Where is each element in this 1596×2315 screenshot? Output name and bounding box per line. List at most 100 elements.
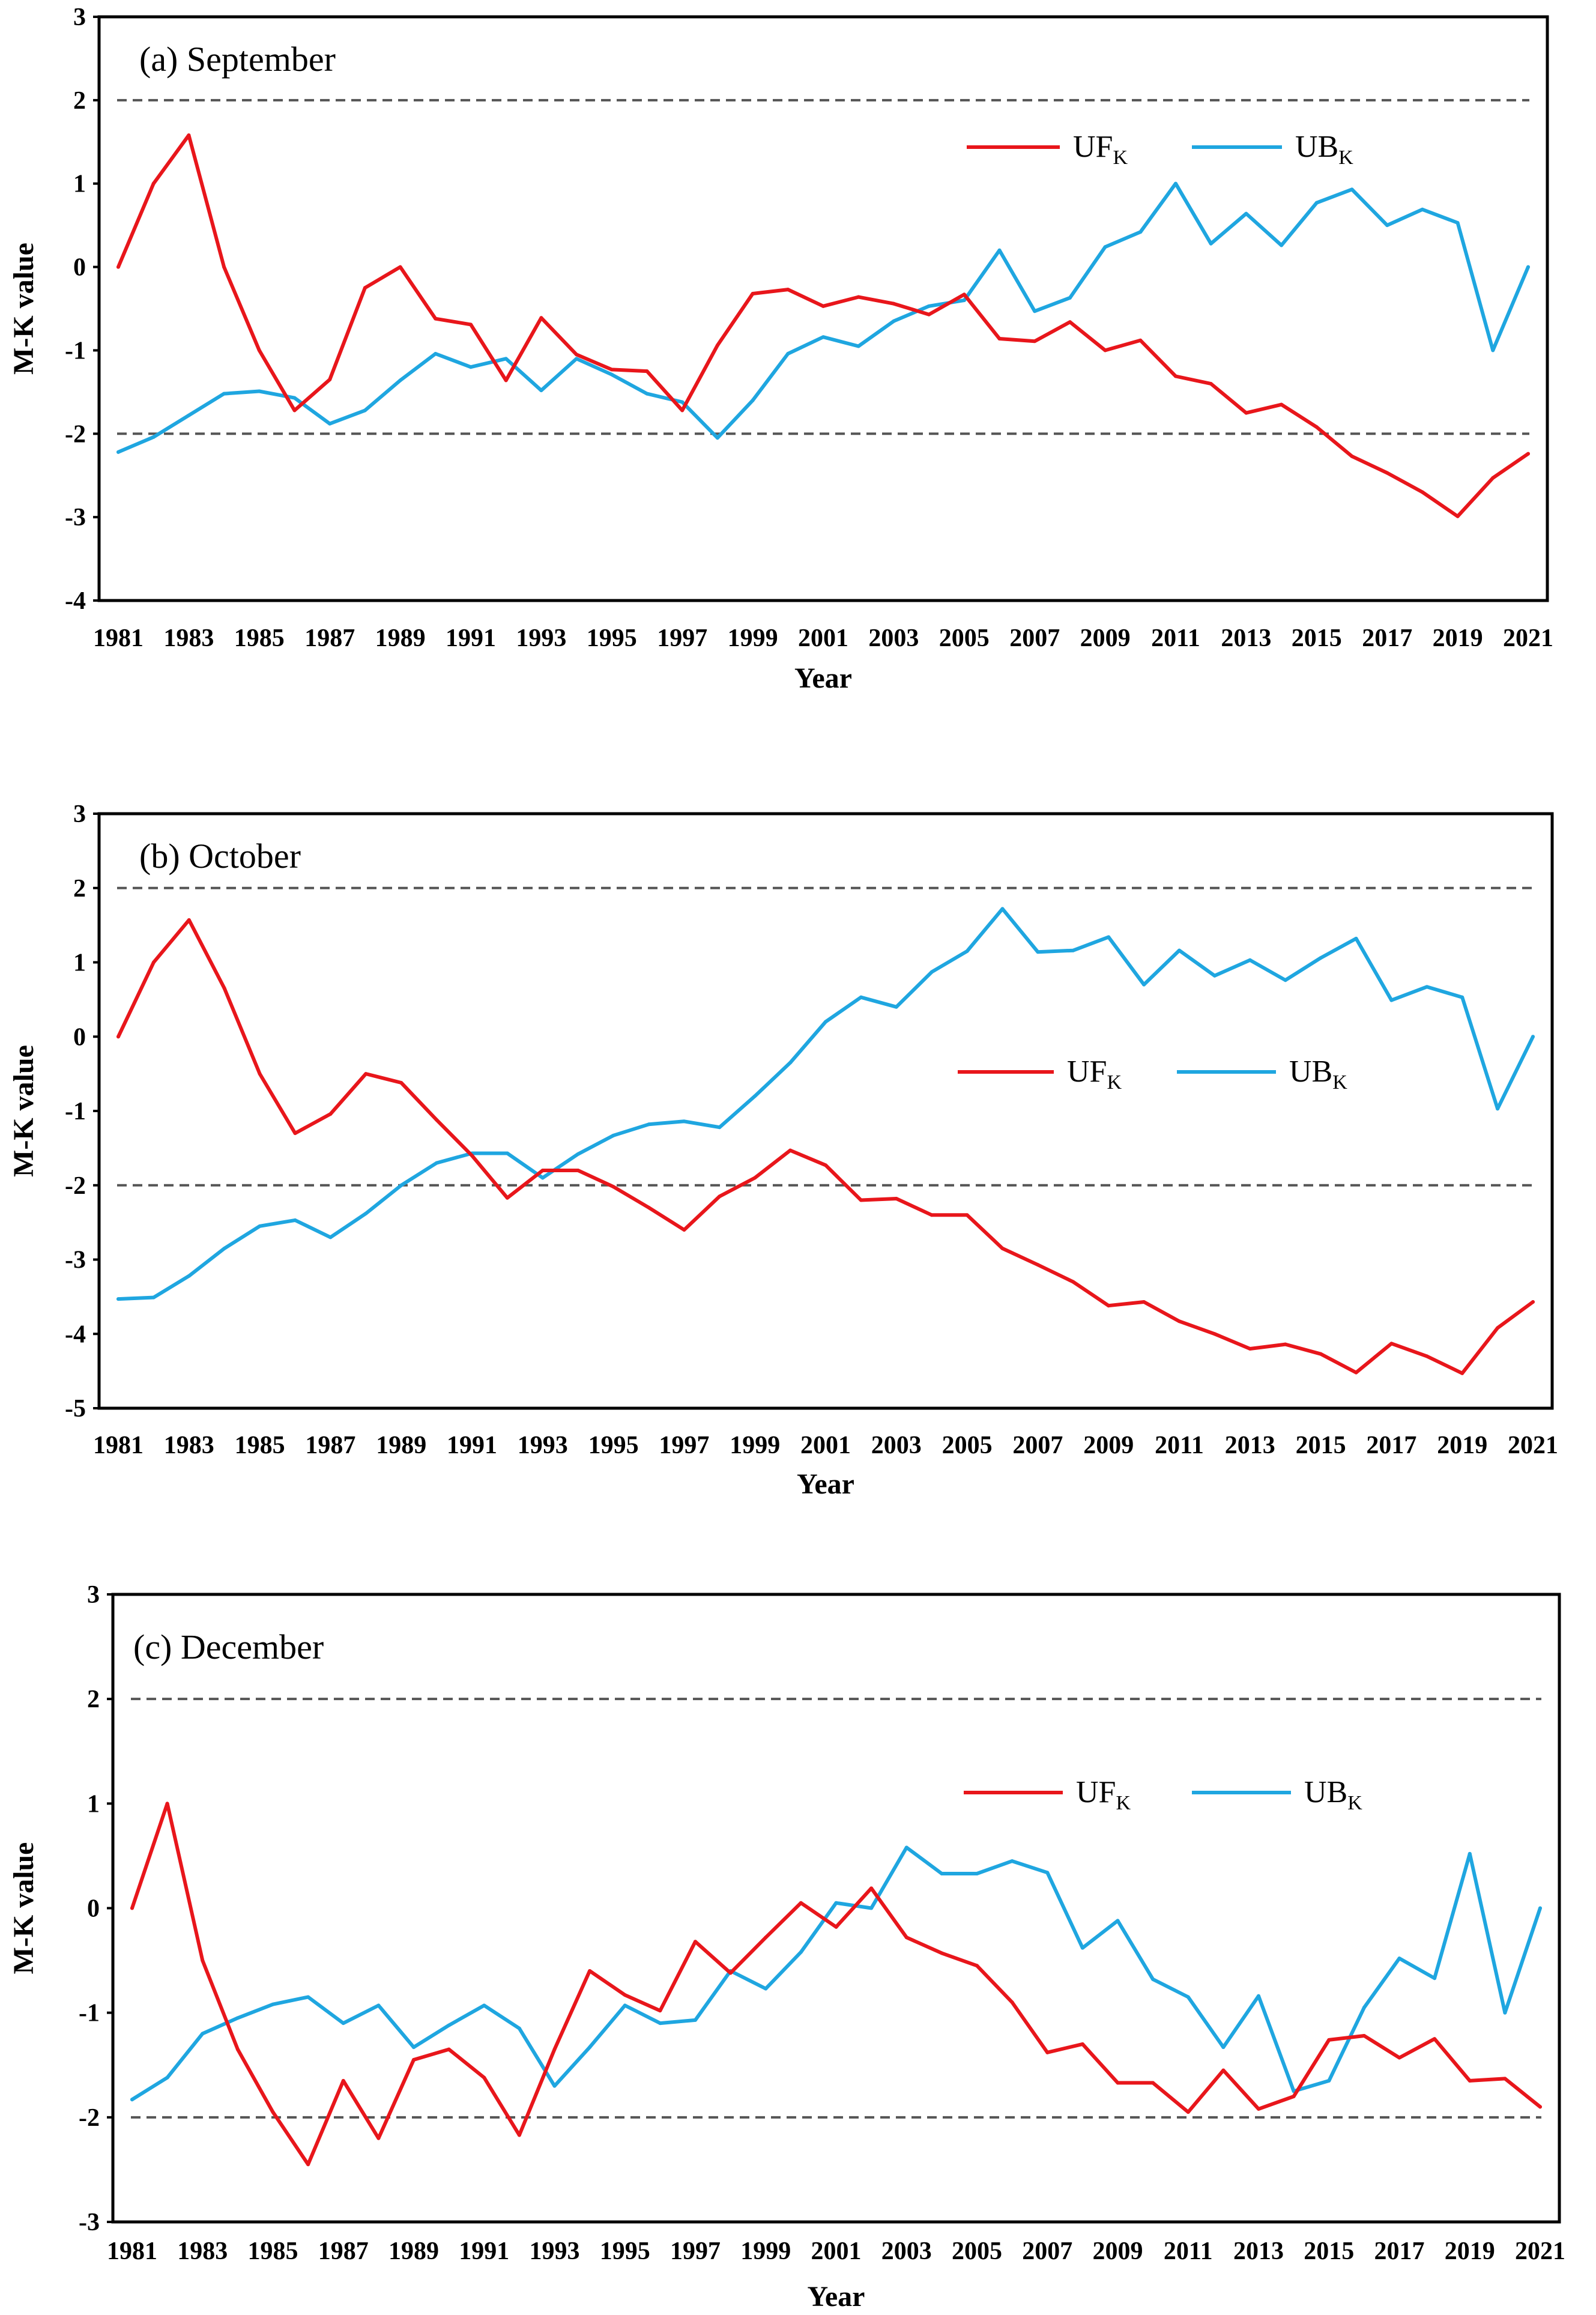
data-point-ub	[753, 1094, 757, 1098]
legend-label-text: UF	[1076, 1775, 1116, 1809]
data-point-uf	[1209, 381, 1213, 386]
data-point-uf	[892, 301, 896, 306]
data-point-uf	[1292, 2095, 1296, 2098]
data-point-uf	[1142, 1300, 1146, 1304]
x-tick-label: 2011	[1155, 1432, 1204, 1459]
data-point-ub	[1045, 1871, 1050, 1875]
data-point-uf	[1531, 1300, 1535, 1304]
data-point-ub	[1010, 1859, 1014, 1863]
data-point-ub	[306, 1995, 310, 1999]
x-tick-label: 1981	[107, 2238, 157, 2265]
data-point-uf	[869, 1886, 874, 1890]
data-point-ub	[1496, 1107, 1500, 1111]
data-point-uf	[1244, 411, 1248, 415]
y-tick-label: -2	[79, 2104, 100, 2132]
legend-label: UFK	[1067, 1055, 1122, 1094]
data-point-uf	[1526, 452, 1530, 456]
x-tick-label: 2019	[1437, 1432, 1487, 1459]
series-line-ub	[116, 907, 1535, 1301]
data-point-uf	[1174, 374, 1177, 378]
data-point-ub	[222, 392, 226, 396]
data-point-ub	[1177, 948, 1181, 952]
data-point-uf	[611, 1185, 615, 1189]
legend-label-subscript: K	[1338, 147, 1353, 169]
data-point-uf	[1496, 1326, 1500, 1330]
data-point-uf	[965, 1213, 969, 1217]
data-point-uf	[1071, 1280, 1075, 1284]
data-point-uf	[1248, 1347, 1252, 1351]
data-point-ub	[292, 396, 297, 400]
data-point-uf	[539, 316, 543, 320]
panel-title: (a) September	[139, 40, 336, 79]
data-point-uf	[435, 1118, 439, 1122]
data-point-uf	[623, 1993, 627, 1997]
data-point-uf	[151, 181, 156, 186]
data-point-ub	[540, 1176, 545, 1180]
data-point-ub	[222, 1246, 226, 1250]
data-point-uf	[552, 2047, 557, 2051]
y-tick-label: 2	[87, 1686, 100, 1713]
data-point-ub	[165, 2075, 169, 2080]
data-point-uf	[505, 1196, 509, 1200]
data-point-ub	[1319, 956, 1323, 960]
data-point-uf	[718, 1194, 722, 1199]
x-tick-label: 2007	[1012, 1432, 1063, 1459]
data-point-uf	[894, 1197, 898, 1201]
x-tick-label: 1987	[318, 2238, 369, 2265]
data-point-uf	[187, 918, 191, 922]
data-point-ub	[1327, 2078, 1331, 2083]
data-point-ub	[399, 1183, 404, 1187]
data-point-ub	[786, 351, 790, 356]
data-point-uf	[1389, 1342, 1394, 1346]
data-point-ub	[940, 1872, 944, 1876]
data-point-uf	[1045, 2050, 1050, 2054]
y-tick-label: 3	[73, 800, 86, 828]
x-tick-label: 1991	[459, 2238, 509, 2265]
data-point-uf	[1068, 320, 1072, 324]
data-point-ub	[1036, 950, 1040, 954]
plot-frame	[111, 1593, 1561, 2224]
x-tick-label: 2017	[1362, 625, 1412, 652]
data-point-ub	[1138, 230, 1143, 234]
data-point-ub	[929, 970, 934, 974]
x-axis-label: Year	[794, 662, 852, 694]
legend-label-subscript: K	[1107, 1071, 1122, 1094]
legend-item-uf: UFK	[967, 130, 1128, 169]
data-point-ub	[718, 1125, 722, 1130]
data-point-ub	[859, 995, 863, 999]
data-point-ub	[1455, 220, 1460, 225]
data-point-uf	[658, 2009, 662, 2013]
data-point-uf	[751, 292, 755, 296]
x-tick-label: 2011	[1151, 625, 1200, 652]
legend-label: UBK	[1304, 1775, 1362, 1814]
data-point-ub	[1538, 1906, 1542, 1910]
data-point-ub	[645, 392, 649, 396]
data-point-ub	[328, 422, 332, 426]
data-point-ub	[682, 1119, 686, 1124]
data-point-uf	[834, 1925, 838, 1929]
data-point-uf	[904, 1935, 908, 1940]
data-point-ub	[376, 2003, 381, 2008]
data-point-uf	[328, 378, 332, 382]
data-point-ub	[658, 2021, 662, 2026]
data-point-uf	[517, 2133, 521, 2137]
series-line-ub	[130, 1845, 1542, 2102]
legend-label-subscript: K	[1332, 1071, 1347, 1094]
data-point-ub	[927, 304, 931, 308]
data-point-uf	[997, 336, 1002, 340]
data-point-ub	[412, 2045, 416, 2050]
y-tick-label: -3	[65, 1247, 86, 1274]
y-tick-label: -3	[65, 504, 86, 531]
data-point-uf	[1385, 471, 1389, 475]
x-tick-label: 1987	[304, 625, 355, 652]
data-point-ub	[1107, 935, 1111, 939]
data-point-uf	[258, 1072, 262, 1076]
data-point-ub	[751, 398, 755, 402]
x-tick-label: 2011	[1164, 2238, 1213, 2265]
x-tick-label: 2009	[1083, 1432, 1134, 1459]
x-tick-label: 1983	[163, 625, 214, 652]
y-tick-label: -1	[65, 337, 86, 365]
data-point-ub	[151, 435, 156, 439]
data-point-uf	[1177, 1319, 1181, 1324]
data-point-ub	[398, 378, 402, 383]
